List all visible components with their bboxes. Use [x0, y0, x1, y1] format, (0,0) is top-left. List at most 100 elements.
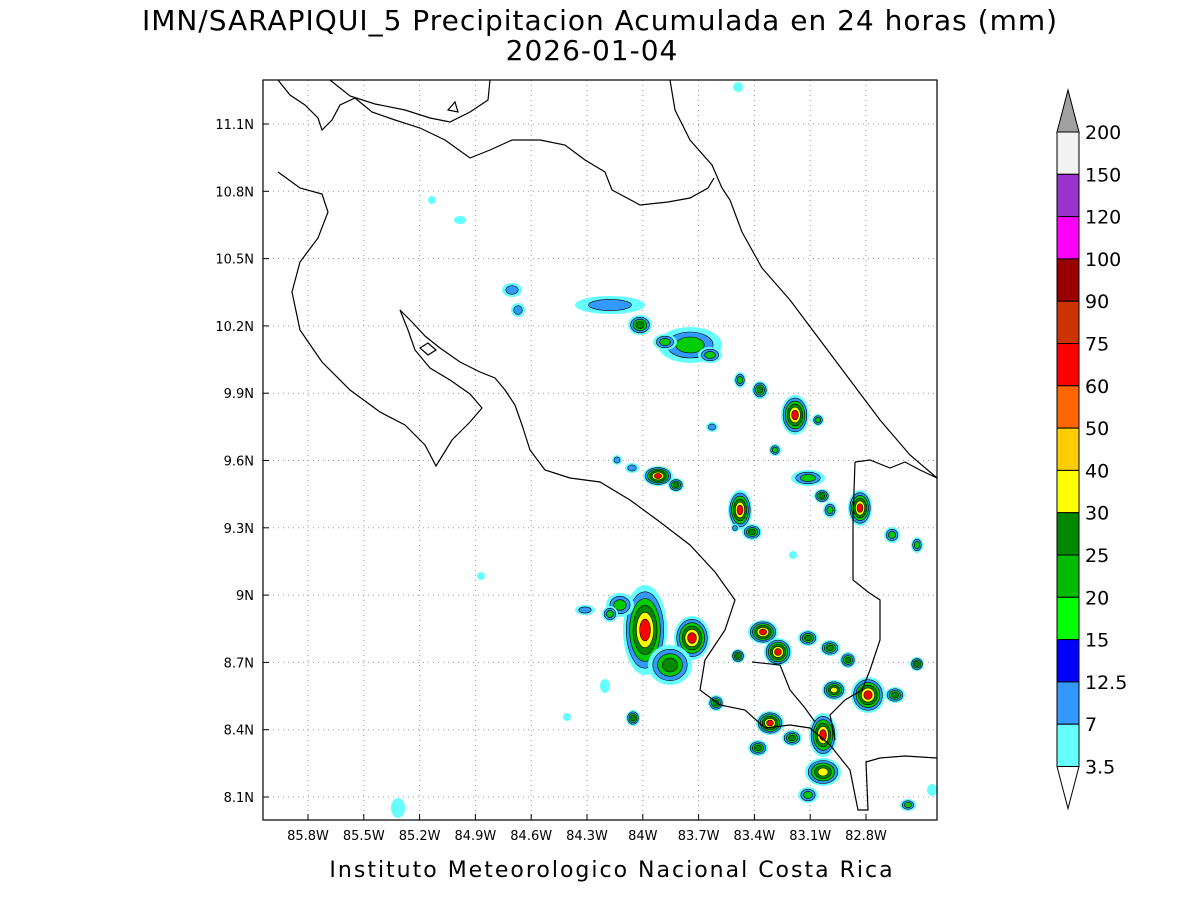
precip-contour [654, 473, 662, 479]
precip-contour [830, 686, 838, 694]
precip-contour [904, 802, 912, 808]
precip-contour [588, 299, 632, 311]
x-tick-label: 84.9W [454, 829, 496, 844]
precip-contour [477, 572, 485, 580]
colorbar-label: 60 [1085, 376, 1109, 398]
colorbar-label: 100 [1085, 249, 1121, 271]
x-tick-label: 82.8W [845, 829, 887, 844]
precip-contour [736, 504, 744, 516]
precip-contour [826, 506, 834, 514]
colorbar-label: 40 [1085, 460, 1109, 482]
colorbar-box [1056, 343, 1080, 387]
x-tick-label: 85.2W [399, 829, 441, 844]
precip-contour [772, 447, 778, 453]
precip-contour [774, 648, 782, 656]
y-tick-label: 11.1N [215, 118, 254, 133]
y-tick-label: 10.5N [215, 253, 254, 268]
precip-contour [639, 618, 651, 642]
precip-contour [627, 464, 637, 472]
x-tick-label: 85.8W [287, 829, 329, 844]
colorbar-box [1056, 427, 1080, 471]
colorbar-under [1056, 766, 1080, 811]
border [829, 459, 938, 741]
precip-contour [672, 482, 680, 488]
coastline [277, 79, 715, 206]
precip-contour [888, 531, 896, 539]
y-tick-label: 10.8N [215, 185, 254, 200]
x-tick-label: 85.5W [343, 829, 385, 844]
colorbar-label: 90 [1085, 291, 1109, 313]
x-tick-label: 84.6W [510, 829, 552, 844]
precip-contour [791, 409, 799, 421]
x-tick-label: 83.7W [678, 829, 720, 844]
precip-contour [600, 679, 610, 693]
y-tick-label: 9.9N [224, 387, 254, 402]
colorbar-over [1056, 88, 1080, 133]
precip-contour [803, 791, 813, 799]
precip-contour [927, 784, 937, 796]
precip-contour [613, 599, 627, 611]
precip-contour [800, 474, 816, 482]
y-tick-label: 9.6N [224, 455, 254, 470]
map-frame [262, 79, 938, 821]
precip-contour [732, 525, 738, 531]
colorbar-box [1056, 173, 1080, 218]
precip-contour [766, 719, 774, 727]
precip-contour [756, 386, 764, 394]
precip-contour [789, 551, 797, 559]
colorbar-label: 50 [1085, 418, 1109, 440]
precip-contour [759, 628, 767, 636]
precip-contour [863, 690, 873, 700]
y-tick-label: 8.1N [224, 791, 254, 806]
precip-contour [815, 417, 821, 423]
credit: Instituto Meteorologico Nacional Costa R… [329, 858, 894, 883]
title: IMN/SARAPIQUI_5 Precipitacion Acumulada … [142, 4, 1058, 37]
x-tick-label: 84.3W [566, 829, 608, 844]
precip-contour [708, 423, 716, 431]
colorbar-box [1056, 596, 1080, 641]
precip-contour [891, 691, 899, 699]
precip-contour [662, 657, 678, 673]
colorbar-box [1056, 512, 1080, 556]
colorbar-label: 150 [1085, 164, 1121, 186]
colorbar-label: 25 [1085, 545, 1109, 567]
colorbar-box [1056, 723, 1080, 768]
precip-contour [788, 734, 796, 742]
colorbar-box [1056, 216, 1080, 260]
precip-contour [578, 606, 592, 614]
precip-contour [818, 493, 826, 499]
precip-contour [635, 321, 645, 329]
coastlines [277, 79, 938, 811]
precip-contour [391, 798, 405, 818]
colorbar-label: 3.5 [1085, 757, 1115, 779]
x-tick-label: 83.1W [789, 829, 831, 844]
colorbar-label: 75 [1085, 334, 1109, 356]
y-tick-label: 9.3N [224, 522, 254, 537]
precip-contour [687, 632, 697, 644]
precip-contour [748, 528, 756, 536]
precip-contour [704, 351, 716, 359]
x-tick-label: 84W [628, 829, 658, 844]
y-tick-label: 8.4N [224, 724, 254, 739]
precip-contour [844, 656, 852, 664]
grid [263, 80, 937, 820]
precip-contour [737, 376, 743, 384]
precip-contour [914, 661, 920, 667]
precip-contour [428, 196, 436, 204]
precip-contour [804, 634, 812, 642]
precip-contour [563, 713, 571, 721]
y-tick-label: 10.2N [215, 320, 254, 335]
precipitation-field [391, 82, 937, 818]
coastline [329, 79, 491, 123]
precip-contour [454, 216, 466, 224]
precip-contour [675, 336, 705, 354]
precip-contour [733, 82, 743, 92]
x-tick-label: 83.4W [733, 829, 775, 844]
precip-contour [630, 714, 636, 722]
y-tick-label: 9N [236, 589, 254, 604]
colorbar-label: 7 [1085, 714, 1097, 736]
coastline [277, 171, 938, 811]
colorbar-label: 200 [1085, 122, 1121, 144]
colorbar-box [1056, 258, 1080, 302]
